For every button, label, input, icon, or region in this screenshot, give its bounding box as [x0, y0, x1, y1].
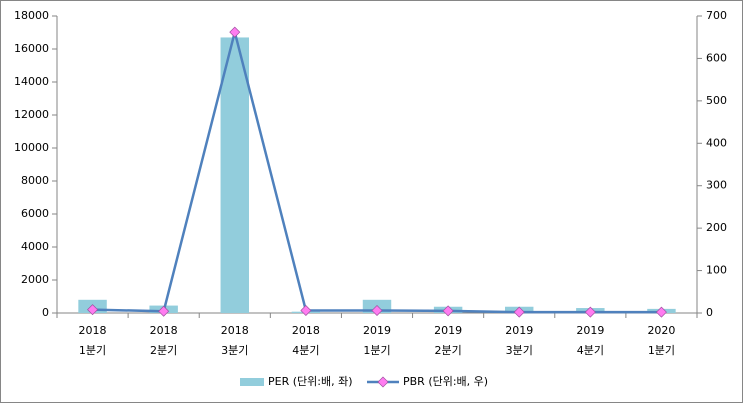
y-tick-label: 16000 [14, 42, 49, 55]
marker [300, 304, 312, 316]
y2-tick-label: 100 [706, 264, 727, 277]
y2-tick-label: 0 [706, 306, 713, 319]
marker [158, 305, 170, 317]
y2-tick-label: 700 [706, 9, 727, 22]
x-tick-label: 2020 [647, 324, 675, 337]
legend-label: PBR (단위:배, 우) [403, 375, 488, 388]
y-tick-label: 18000 [14, 9, 49, 22]
marker [229, 26, 241, 38]
marker [87, 304, 99, 316]
x-tick-label: 4분기 [292, 344, 319, 357]
marker [442, 305, 454, 317]
x-tick-label: 2019 [434, 324, 462, 337]
x-tick-label: 1분기 [648, 344, 675, 357]
x-tick-label: 2019 [505, 324, 533, 337]
x-tick-label: 1분기 [79, 344, 106, 357]
x-tick-label: 2018 [79, 324, 107, 337]
x-tick-label: 2018 [150, 324, 178, 337]
x-tick-label: 2분기 [434, 344, 461, 357]
x-tick-label: 3분기 [221, 344, 248, 357]
x-tick-label: 1분기 [363, 344, 390, 357]
y2-tick-label: 300 [706, 179, 727, 192]
x-tick-label: 2019 [363, 324, 391, 337]
y-tick-label: 12000 [14, 108, 49, 121]
y2-tick-label: 500 [706, 94, 727, 107]
legend-swatch [240, 378, 264, 386]
y-tick-label: 4000 [21, 240, 49, 253]
x-tick-label: 2018 [292, 324, 320, 337]
x-tick-label: 3분기 [506, 344, 533, 357]
y2-tick-label: 200 [706, 221, 727, 234]
x-tick-label: 4분기 [577, 344, 604, 357]
x-tick-label: 2019 [576, 324, 604, 337]
y-tick-label: 14000 [14, 75, 49, 88]
y-tick-label: 6000 [21, 207, 49, 220]
marker [371, 304, 383, 316]
y-tick-label: 0 [42, 306, 49, 319]
y-tick-label: 10000 [14, 141, 49, 154]
y-tick-label: 2000 [21, 273, 49, 286]
marker [655, 306, 667, 318]
y2-tick-label: 600 [706, 51, 727, 64]
marker [513, 306, 525, 318]
y2-tick-label: 400 [706, 136, 727, 149]
x-tick-label: 2분기 [150, 344, 177, 357]
legend-marker [377, 376, 389, 388]
y-tick-label: 8000 [21, 174, 49, 187]
bar [220, 37, 249, 313]
x-tick-label: 2018 [221, 324, 249, 337]
legend-label: PER (단위:배, 좌) [268, 375, 353, 388]
marker [584, 306, 596, 318]
